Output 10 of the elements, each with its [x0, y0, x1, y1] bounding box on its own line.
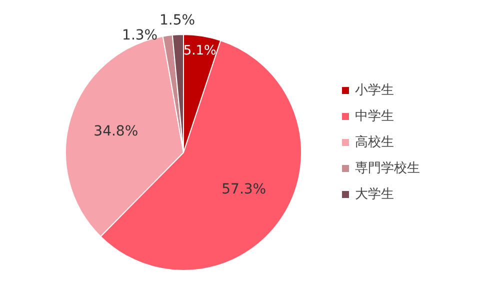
- data-label: 1.5%: [159, 12, 196, 28]
- data-label: 5.1%: [183, 44, 216, 59]
- legend-label: 小学生: [355, 82, 394, 99]
- legend-label: 大学生: [355, 186, 394, 203]
- legend-label: 専門学校生: [355, 160, 420, 177]
- legend-label: 中学生: [355, 108, 394, 125]
- data-label: 34.8%: [94, 123, 138, 140]
- legend-label: 高校生: [355, 134, 394, 151]
- data-label: 1.3%: [122, 28, 158, 44]
- data-label: 57.3%: [222, 181, 266, 198]
